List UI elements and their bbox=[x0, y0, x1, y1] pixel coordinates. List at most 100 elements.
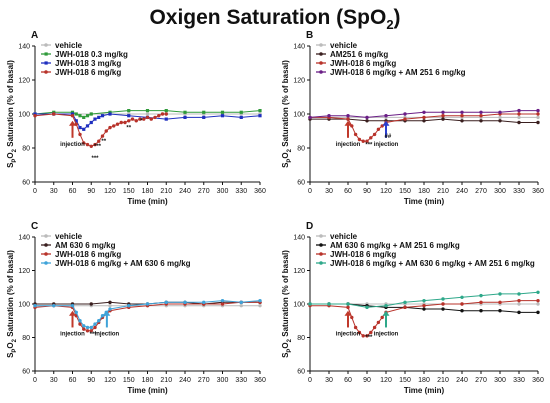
data-point bbox=[153, 115, 157, 120]
x-tick-label: 30 bbox=[50, 377, 58, 384]
data-point bbox=[108, 300, 112, 305]
data-point bbox=[202, 115, 206, 119]
x-axis-title: Time (min) bbox=[127, 197, 168, 206]
x-tick-label: 240 bbox=[179, 188, 191, 195]
data-point bbox=[149, 117, 153, 121]
y-axis-title-o: O bbox=[281, 152, 290, 158]
data-point bbox=[127, 119, 131, 123]
injection-label: injection bbox=[336, 331, 361, 337]
data-point bbox=[369, 136, 373, 140]
data-point bbox=[517, 302, 521, 306]
x-tick-label: 300 bbox=[494, 377, 506, 384]
data-point bbox=[89, 120, 93, 125]
legend-label: JWH-018 6 mg/kg bbox=[330, 59, 396, 68]
x-tick-label: 210 bbox=[160, 377, 172, 384]
data-point bbox=[239, 300, 243, 305]
data-point bbox=[350, 315, 354, 320]
data-point bbox=[517, 310, 521, 315]
x-tick-label: 180 bbox=[418, 377, 430, 384]
data-point bbox=[183, 300, 187, 305]
y-tick-label: 60 bbox=[297, 369, 305, 376]
legend-label: JWH-018 3 mg/kg bbox=[55, 59, 121, 68]
x-tick-label: 90 bbox=[87, 377, 95, 384]
x-tick-label: 0 bbox=[308, 188, 312, 195]
x-tick-label: 150 bbox=[399, 188, 411, 195]
x-tick-label: 270 bbox=[198, 188, 210, 195]
data-point bbox=[460, 114, 464, 118]
data-point bbox=[108, 112, 112, 116]
y-axis-title-2: 2 bbox=[287, 148, 293, 152]
legend-label: JWH-018 6 mg/kg bbox=[55, 68, 121, 77]
data-point bbox=[346, 302, 350, 306]
data-point bbox=[100, 114, 105, 118]
data-point bbox=[145, 302, 150, 306]
x-tick-label: 180 bbox=[142, 188, 154, 195]
data-point bbox=[85, 325, 90, 330]
data-point bbox=[145, 112, 150, 116]
data-point bbox=[127, 114, 131, 118]
data-point bbox=[123, 120, 127, 125]
legend-label: JWH-018 6 mg/kg bbox=[55, 250, 121, 259]
data-point bbox=[258, 114, 262, 118]
y-axis-title-rest: Saturation (% of basal) bbox=[281, 250, 290, 339]
data-point bbox=[536, 310, 540, 315]
data-point bbox=[308, 115, 312, 120]
series-3 bbox=[33, 298, 262, 330]
data-point bbox=[97, 115, 101, 119]
data-point bbox=[536, 120, 540, 125]
x-tick-label: 150 bbox=[399, 377, 411, 384]
injection-label: injection bbox=[374, 142, 399, 148]
y-tick-label: 100 bbox=[18, 302, 30, 309]
data-point bbox=[220, 110, 225, 114]
injection-label: injection bbox=[60, 142, 85, 148]
data-point bbox=[85, 124, 90, 128]
significance-mark: ** bbox=[101, 139, 106, 145]
x-tick-label: 120 bbox=[380, 377, 392, 384]
data-point bbox=[70, 114, 75, 118]
data-point bbox=[183, 115, 187, 119]
x-tick-label: 270 bbox=[198, 377, 210, 384]
data-point bbox=[100, 134, 105, 138]
legend-swatch-marker bbox=[319, 243, 323, 247]
data-point bbox=[108, 307, 112, 311]
y-axis-title-s: S bbox=[281, 352, 290, 358]
data-point bbox=[536, 108, 540, 113]
data-point bbox=[357, 137, 362, 142]
data-point bbox=[517, 115, 521, 120]
data-point bbox=[441, 117, 445, 121]
data-point bbox=[479, 110, 483, 115]
data-point bbox=[78, 114, 82, 118]
data-point bbox=[130, 117, 135, 121]
y-tick-label: 100 bbox=[293, 112, 305, 119]
legend-swatch-marker bbox=[319, 252, 323, 256]
data-point bbox=[479, 300, 483, 305]
data-point bbox=[202, 110, 206, 114]
data-point bbox=[157, 114, 161, 118]
data-point bbox=[82, 115, 86, 119]
x-tick-label: 180 bbox=[142, 377, 154, 384]
data-point bbox=[93, 142, 97, 147]
legend-swatch-marker bbox=[44, 261, 48, 265]
legend-swatch-marker bbox=[44, 43, 48, 47]
x-tick-label: 120 bbox=[104, 377, 116, 384]
data-point bbox=[93, 325, 97, 330]
significance-mark: *** bbox=[365, 142, 373, 148]
data-point bbox=[142, 117, 146, 121]
y-axis-title-s: S bbox=[6, 162, 15, 168]
data-point bbox=[82, 324, 86, 328]
page-title-end: ) bbox=[393, 6, 401, 29]
x-tick-label: 360 bbox=[532, 188, 544, 195]
data-point bbox=[258, 298, 262, 303]
data-point bbox=[422, 119, 426, 123]
data-point bbox=[536, 302, 540, 306]
x-tick-label: 240 bbox=[179, 377, 191, 384]
data-point bbox=[384, 114, 388, 118]
legend-swatch-marker bbox=[319, 261, 323, 265]
series-2 bbox=[33, 112, 262, 131]
data-point bbox=[85, 142, 90, 147]
panel-letter: A bbox=[31, 30, 38, 41]
x-tick-label: 210 bbox=[437, 188, 449, 195]
x-tick-label: 330 bbox=[235, 377, 247, 384]
y-axis-title-rest: Saturation (% of basal) bbox=[6, 60, 15, 149]
